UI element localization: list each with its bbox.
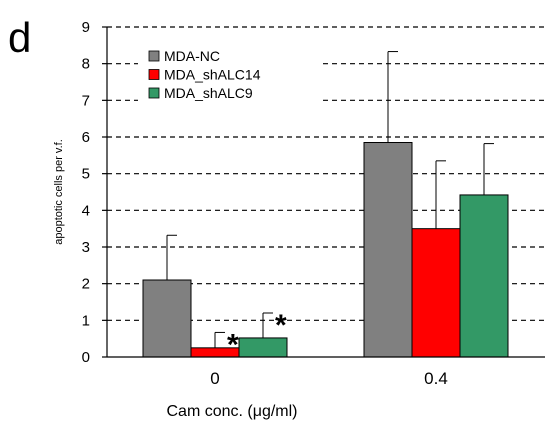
legend: MDA-NC MDA_shALC14 MDA_shALC9 xyxy=(138,42,321,112)
axes xyxy=(106,27,545,358)
y-tick-label: 4 xyxy=(82,202,90,219)
legend-swatch xyxy=(148,87,160,99)
legend-label: MDA_shALC9 xyxy=(164,85,253,101)
y-tick-labels: 0 1 2 3 4 5 6 7 8 9 xyxy=(82,19,107,366)
bar-MDA_shALC9-0.4 xyxy=(459,194,509,358)
panel-label: d xyxy=(8,14,31,61)
legend-background xyxy=(138,42,321,112)
bars xyxy=(142,142,509,358)
y-tick-label: 1 xyxy=(82,312,90,329)
error-bars xyxy=(166,51,494,348)
bar-MDA-NC-0.4 xyxy=(363,142,413,358)
x-category-label: 0.4 xyxy=(424,369,448,388)
y-tick-label: 2 xyxy=(82,276,90,293)
y-tick-label: 7 xyxy=(82,92,90,109)
y-tick-label: 9 xyxy=(82,19,90,36)
legend-swatch xyxy=(148,50,160,62)
legend-label: MDA_shALC14 xyxy=(164,67,261,83)
significance-asterisk: * xyxy=(275,309,287,342)
y-tick-label: 6 xyxy=(82,129,90,146)
bar-MDA-NC-0 xyxy=(142,279,192,358)
y-axis-label: apoptotic cells per v.f. xyxy=(53,139,65,245)
bar-MDA_shALC14-0.4 xyxy=(411,228,461,358)
x-category-labels: 0 0.4 xyxy=(210,369,448,388)
legend-swatch xyxy=(148,69,160,80)
significance-markers: ** xyxy=(227,309,287,361)
y-tick-label: 3 xyxy=(82,239,90,256)
y-tick-label: 8 xyxy=(82,56,90,73)
x-axis-label: Cam conc. (μg/ml) xyxy=(166,403,297,420)
legend-label: MDA-NC xyxy=(164,48,220,64)
y-tick-label: 0 xyxy=(82,349,90,366)
x-category-label: 0 xyxy=(210,369,219,388)
significance-asterisk: * xyxy=(227,328,239,361)
y-tick-label: 5 xyxy=(82,166,90,183)
